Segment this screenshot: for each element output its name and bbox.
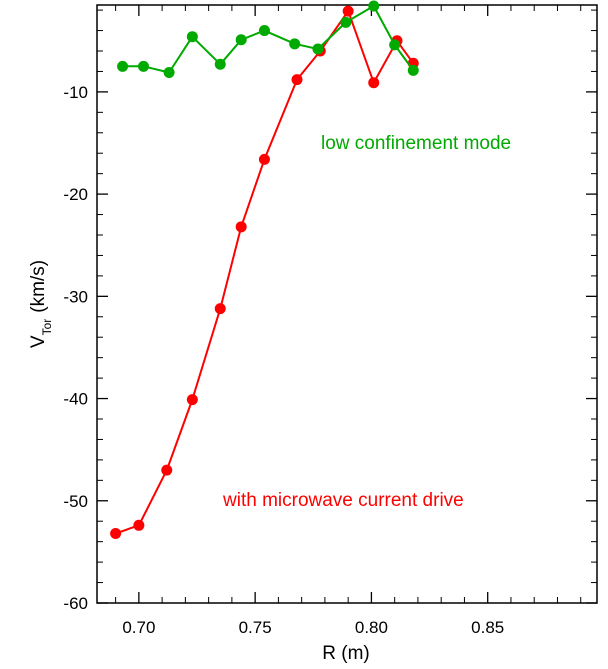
y-tick-label: -20 [63,185,88,204]
x-tick-label: 0.70 [122,618,155,637]
data-point-green [235,34,247,46]
svg-text:VTor(km/s): VTor (km/s) [28,260,54,348]
data-point-green [389,39,401,51]
axis-ticks: 0.70 0.75 0.80 0.85 -10 -20 -30 -40 -50 -60 [63,5,597,637]
x-tick-label: 0.80 [355,618,388,637]
y-tick-label: -30 [63,287,88,306]
data-point-green [407,64,419,76]
y-axis-title-main: V [28,335,49,348]
data-point-red [291,74,303,86]
x-axis-title: R (m) [322,643,369,664]
data-point-green [186,31,198,43]
data-point-green [214,58,226,70]
data-point-red [110,527,122,539]
data-point-green [163,66,175,78]
data-point-green [340,16,352,28]
plot-area [96,4,598,604]
y-tick-label: -40 [63,390,88,409]
data-point-red [161,464,173,476]
y-axis-title: VTor (km/s) [28,260,54,348]
x-tick-label: 0.85 [471,618,504,637]
data-point-green [117,60,129,72]
data-point-red [214,303,226,315]
y-tick-label: -10 [63,83,88,102]
data-point-green [368,0,380,12]
data-point-green [312,43,324,55]
data-point-red [235,221,247,233]
data-point-red [342,5,354,17]
series-red [110,5,419,539]
data-point-green [289,38,301,50]
y-axis-title-units: (km/s) [28,260,49,313]
data-point-red [133,519,145,531]
data-point-green [138,60,150,72]
x-tick-label: 0.75 [239,618,272,637]
green-annotation: low confinement mode [321,133,511,154]
y-tick-label: -60 [63,594,88,613]
y-tick-label: -50 [63,492,88,511]
data-point-green [258,25,270,37]
series-green [117,0,419,78]
y-axis-title-subscript: Tor [40,319,54,336]
series-line-red [115,10,415,535]
series-line-green [122,5,415,74]
red-annotation: with microwave current drive [222,490,464,511]
data-point-red [258,153,270,165]
data-point-red [368,77,380,89]
data-point-red [186,394,198,406]
series-layer [110,0,419,539]
